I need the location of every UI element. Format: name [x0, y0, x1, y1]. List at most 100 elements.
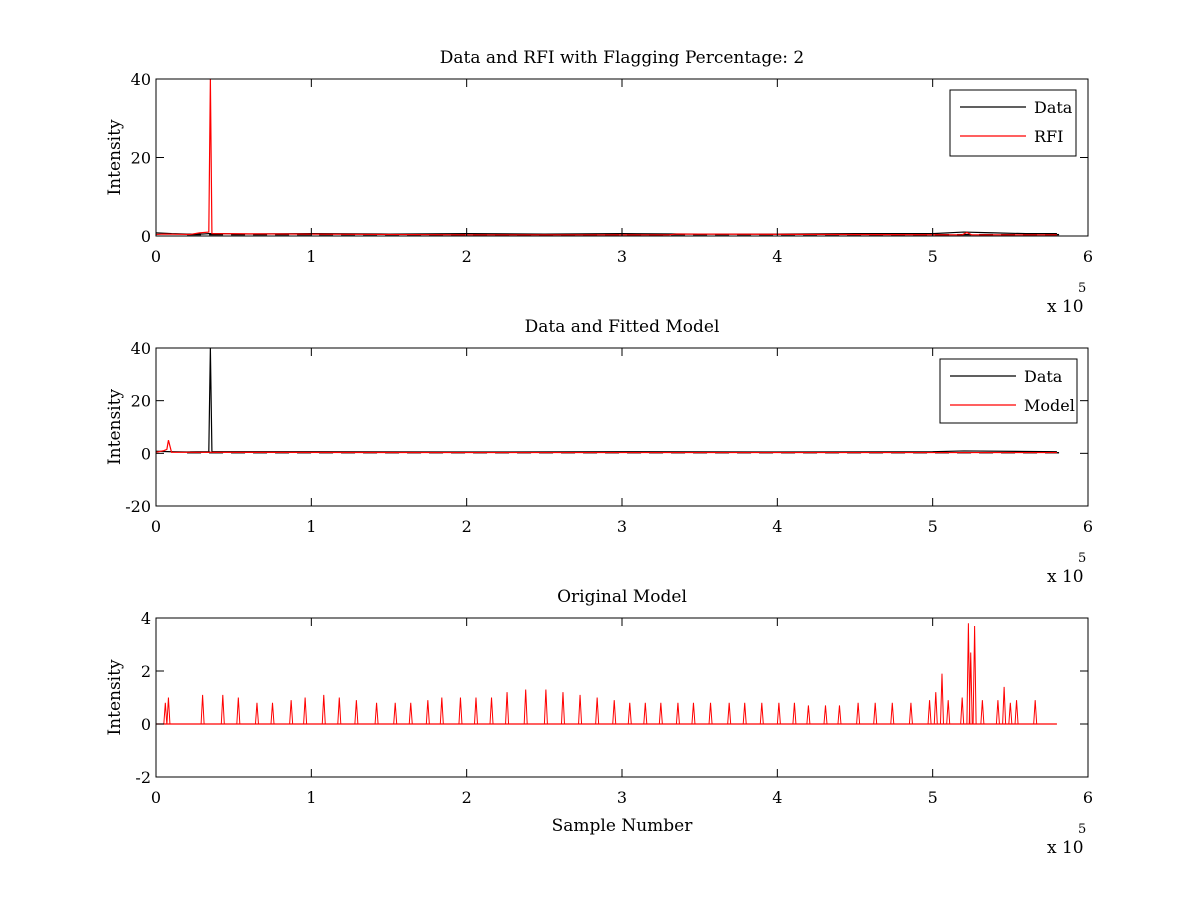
x-tick-label: 5: [928, 788, 938, 807]
peak-22: [523, 689, 528, 725]
subplot-1: 0 1 2 3 4 5 6 0 20 40 Data and RFI with Flagging P…: [105, 48, 1093, 317]
x-tick-label: 6: [1083, 247, 1093, 266]
x-exponent-base: x 10: [1047, 838, 1084, 858]
chart-title: Data and Fitted Model: [525, 317, 720, 337]
x-tick-label: 4: [772, 247, 782, 266]
peak-9: [303, 697, 308, 725]
peak-42: [856, 702, 861, 725]
x-tick-label: 4: [772, 517, 782, 536]
series-model-line: [156, 440, 1057, 454]
x-exponent-power: 5: [1078, 281, 1086, 296]
peak-44: [890, 702, 895, 725]
x-tick-label: 0: [151, 788, 161, 807]
peak-13: [374, 702, 379, 725]
x-tick-label: 2: [462, 517, 472, 536]
peak-21: [505, 692, 510, 725]
x-tick-label: 4: [772, 788, 782, 807]
series-data-line: [156, 231, 1057, 235]
peak-32: [691, 702, 696, 725]
y-axis-label: Intensity: [105, 659, 125, 735]
x-tick-label: 0: [151, 517, 161, 536]
peak-2: [166, 697, 171, 725]
x-exponent-power: 5: [1078, 551, 1086, 566]
series-rfi-line: [156, 79, 1057, 236]
peak-6: [254, 702, 259, 725]
x-tick-label: 1: [306, 247, 316, 266]
peak-52: [968, 652, 973, 725]
peak-51: [966, 623, 971, 725]
x-tick-label: 3: [617, 517, 627, 536]
peak-26: [595, 697, 600, 725]
y-tick-label: -20: [125, 497, 151, 516]
x-exponent-base: x 10: [1047, 567, 1084, 587]
peak-35: [742, 702, 747, 725]
peak-58: [1014, 700, 1019, 725]
peak-3: [200, 694, 205, 725]
x-exponent-base: x 10: [1047, 297, 1084, 317]
y-tick-label: 20: [131, 149, 151, 168]
x-tick-label: 6: [1083, 517, 1093, 536]
peak-43: [873, 702, 878, 725]
y-tick-label: 20: [131, 392, 151, 411]
peak-5: [236, 697, 241, 725]
legend-box: [939, 358, 1078, 424]
y-axis-label: Intensity: [105, 389, 125, 465]
peak-12: [354, 700, 359, 725]
x-tick-label: 1: [306, 788, 316, 807]
peak-53: [972, 625, 977, 725]
legend-box: [949, 89, 1077, 157]
peak-28: [627, 702, 632, 725]
y-tick-label: 2: [141, 662, 151, 681]
legend-label: RFI: [1034, 127, 1063, 146]
x-tick-label: 6: [1083, 788, 1093, 807]
peak-34: [727, 702, 732, 725]
peak-33: [708, 702, 713, 725]
peak-38: [792, 702, 797, 725]
peak-36: [759, 702, 764, 725]
x-tick-label: 3: [617, 788, 627, 807]
peak-57: [1008, 702, 1013, 725]
peak-50: [960, 697, 965, 725]
peak-27: [612, 700, 617, 725]
peak-7: [270, 702, 275, 725]
peak-40: [823, 705, 828, 725]
peak-20: [489, 697, 494, 725]
peak-25: [578, 694, 583, 725]
peak-45: [908, 702, 913, 725]
peak-4: [220, 694, 225, 725]
y-tick-label: 40: [131, 339, 151, 358]
peak-24: [560, 692, 565, 725]
legend-label: Data: [1024, 367, 1063, 386]
chart-title: Data and RFI with Flagging Percentage: 2: [440, 48, 804, 68]
x-axis-label: Sample Number: [552, 816, 694, 836]
x-tick-label: 2: [462, 247, 472, 266]
peak-29: [643, 702, 648, 725]
y-tick-label: 0: [141, 227, 151, 246]
peak-59: [1033, 700, 1038, 725]
peak-41: [837, 705, 842, 725]
axes-box: [155, 617, 1089, 778]
x-tick-label: 1: [306, 517, 316, 536]
legend-label: Data: [1034, 98, 1073, 117]
y-tick-label: 4: [141, 609, 151, 628]
peak-23: [543, 689, 548, 725]
peak-19: [473, 697, 478, 725]
peak-18: [458, 697, 463, 725]
peak-1: [163, 702, 168, 725]
x-tick-label: 5: [928, 247, 938, 266]
peak-39: [806, 705, 811, 725]
plot-area-2: [156, 348, 1060, 454]
peak-16: [425, 700, 430, 725]
x-tick-label: 2: [462, 788, 472, 807]
y-tick-label: -2: [135, 768, 151, 787]
plot-area-1: [156, 79, 1060, 236]
peak-30: [658, 702, 663, 725]
x-tick-label: 3: [617, 247, 627, 266]
peak-55: [995, 700, 1000, 725]
y-tick-label: 0: [141, 444, 151, 463]
chart-title: Original Model: [557, 587, 687, 607]
